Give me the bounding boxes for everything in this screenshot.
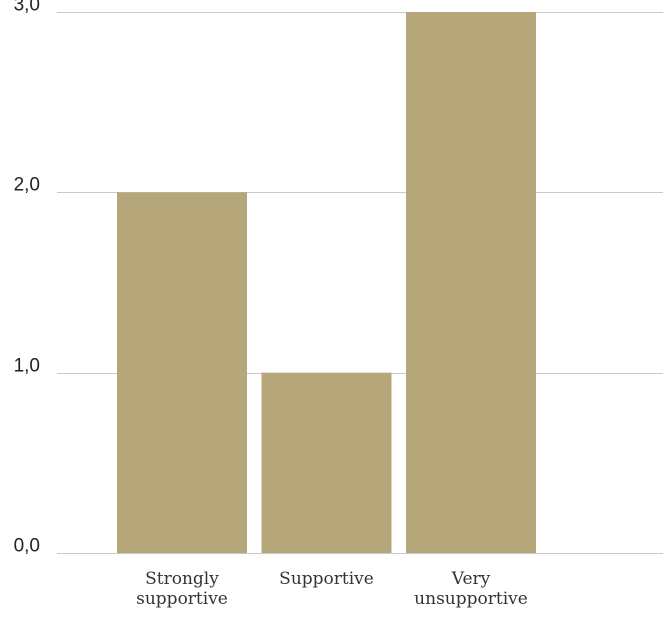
y-tick-label-3: 3,0 bbox=[14, 0, 40, 16]
x-category-label-0: Strongly supportive bbox=[136, 569, 228, 609]
x-category-label-2-line-0: Very bbox=[451, 569, 491, 589]
x-category-label-0-line-0: Strongly bbox=[145, 569, 219, 589]
bar-0 bbox=[117, 192, 247, 554]
y-tick-label-2: 2,0 bbox=[14, 175, 40, 196]
bar-2 bbox=[406, 12, 536, 553]
bar-1 bbox=[261, 372, 392, 553]
x-category-label-1-line-0: Supportive bbox=[279, 569, 374, 589]
x-category-label-2-line-1: unsupportive bbox=[414, 589, 528, 609]
y-axis-ticks: 0,0 1,0 2,0 3,0 bbox=[14, 0, 40, 557]
x-category-label-0-line-1: supportive bbox=[136, 589, 228, 609]
x-category-label-2: Very unsupportive bbox=[414, 569, 528, 609]
y-tick-label-0: 0,0 bbox=[14, 536, 40, 557]
x-category-label-1: Supportive bbox=[279, 569, 374, 589]
bars bbox=[117, 12, 536, 554]
x-axis-labels: Strongly supportive Supportive Very unsuppor… bbox=[136, 569, 528, 609]
y-tick-label-1: 1,0 bbox=[14, 356, 40, 377]
